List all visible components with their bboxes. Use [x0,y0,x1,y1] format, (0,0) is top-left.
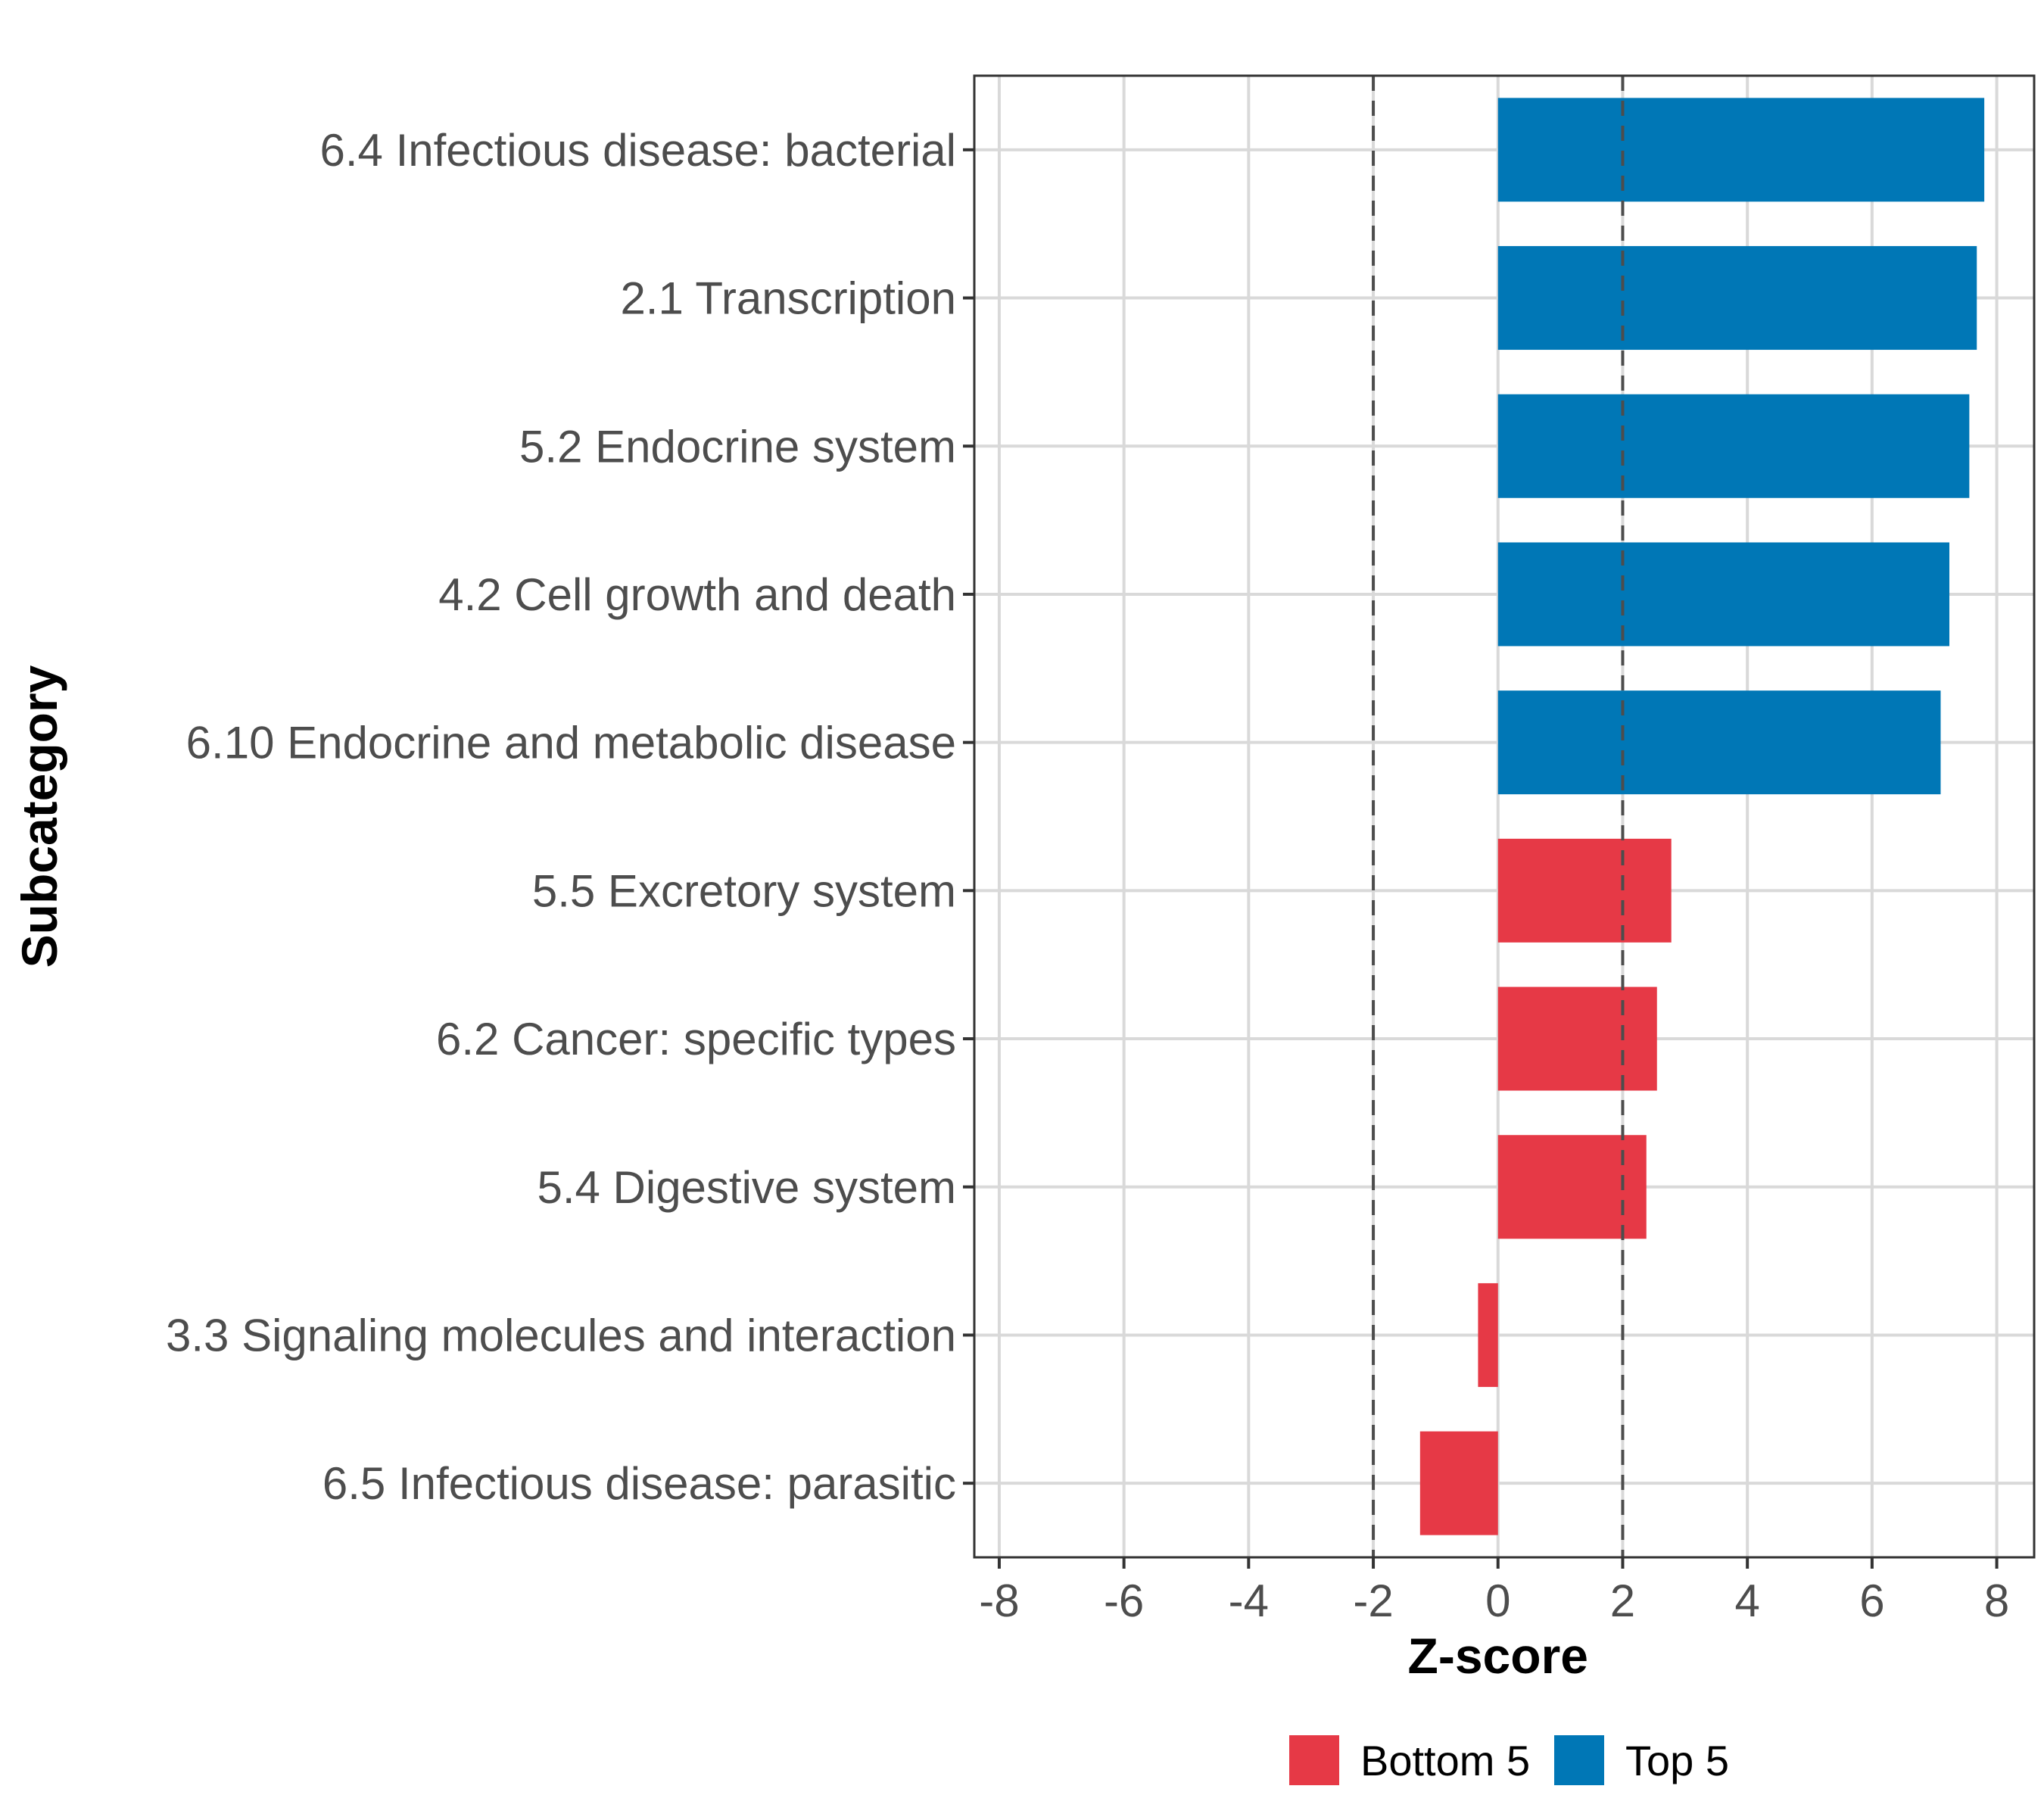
x-tick-label: 6 [1859,1575,1884,1626]
x-axis-title: Z-score [1408,1628,1588,1684]
category-label: 4.2 Cell growth and death [438,569,956,620]
x-tick-label: -6 [1104,1575,1144,1626]
legend-key-bottom-5 [1289,1735,1339,1785]
legend-label-bottom-5: Bottom 5 [1360,1737,1530,1784]
category-label: 6.4 Infectious disease: bacterial [320,125,957,176]
category-label: 2.1 Transcription [620,273,956,324]
category-label: 6.5 Infectious disease: parasitic [322,1458,956,1509]
category-label: 3.3 Signaling molecules and interaction [166,1310,956,1360]
bar-7 [1497,986,1657,1091]
bar-6 [1497,838,1672,943]
x-tick-label: -2 [1353,1575,1393,1626]
y-axis-title: Subcategory [11,665,67,968]
bar-5 [1497,690,1941,795]
legend-label-top-5: Top 5 [1625,1737,1729,1784]
bars [1419,98,1985,1535]
x-tick-label: 2 [1610,1575,1635,1626]
x-tick-label: 8 [1984,1575,2009,1626]
x-tick-label: -4 [1229,1575,1269,1626]
x-tick-label: 4 [1734,1575,1759,1626]
y-axis: 6.4 Infectious disease: bacterial 2.1 Tra… [166,125,974,1509]
bar-9 [1478,1282,1498,1387]
bar-3 [1497,394,1970,498]
category-label: 6.2 Cancer: specific types [436,1014,956,1064]
category-label: 5.2 Endocrine system [519,421,956,472]
bar-10 [1419,1431,1498,1535]
category-label: 6.10 Endocrine and metabolic disease [186,718,956,768]
bar-2 [1497,246,1977,351]
x-axis: -8 -6 -4 -2 0 2 4 6 8 [979,1557,2009,1626]
x-tick-label: -8 [979,1575,1019,1626]
plot-panel-border [973,74,2036,1559]
category-label: 5.5 Excretory system [532,865,956,916]
bar-4 [1497,542,1949,647]
x-tick-label: 0 [1485,1575,1510,1626]
category-label: 5.4 Digestive system [537,1162,956,1213]
reference-lines [1372,76,1625,1557]
legend: Bottom 5 Top 5 [1289,1735,1729,1785]
bar-1 [1497,98,1985,202]
legend-key-top-5 [1554,1735,1604,1785]
